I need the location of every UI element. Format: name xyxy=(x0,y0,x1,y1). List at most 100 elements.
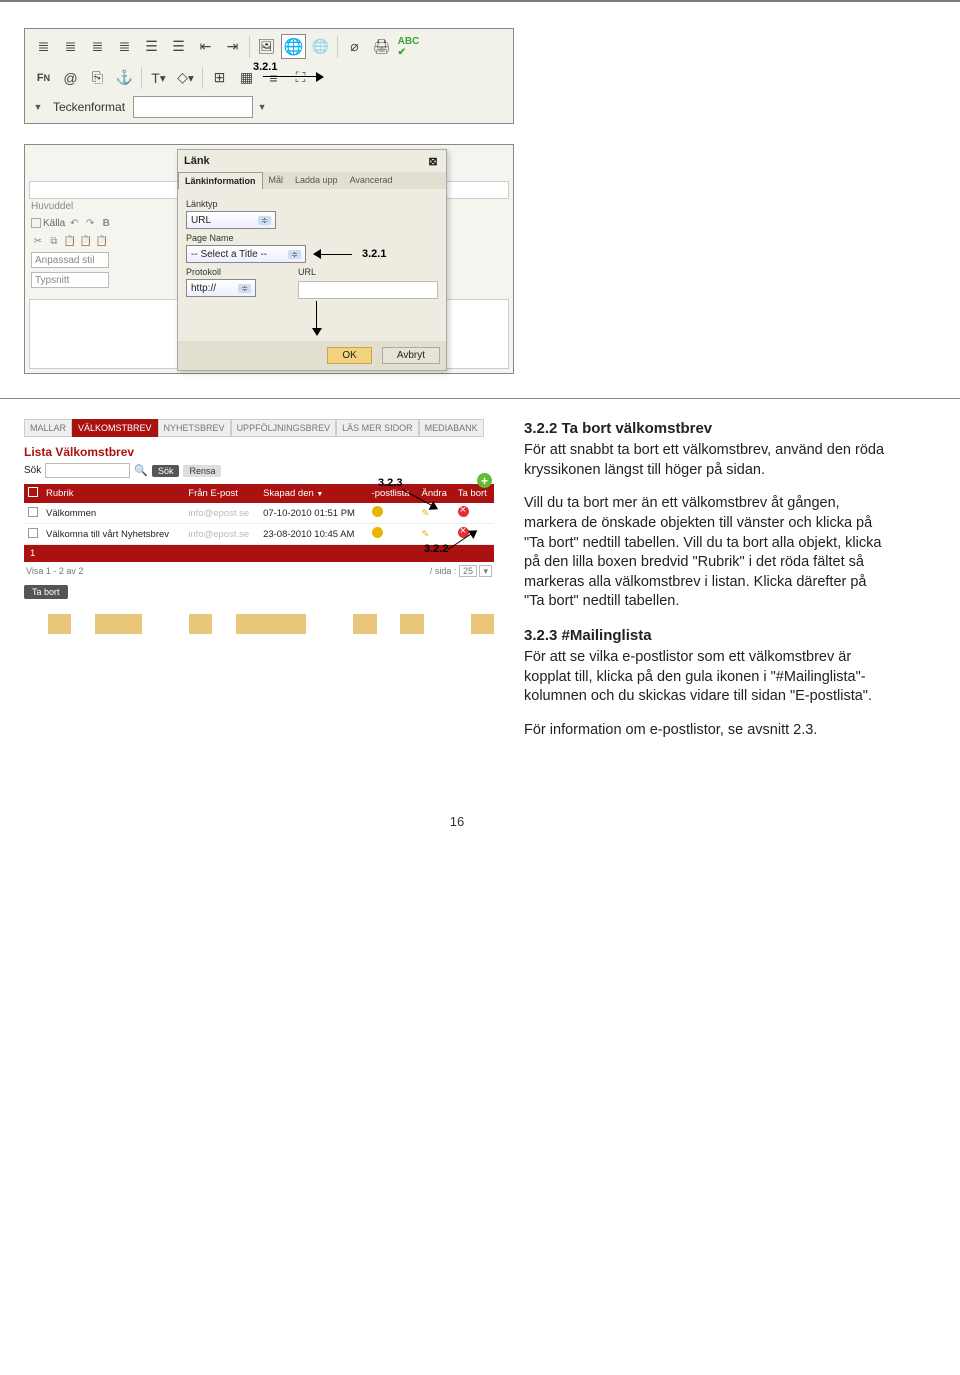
proto-label: Protokoll xyxy=(186,267,288,277)
mailinglist-icon[interactable] xyxy=(372,527,383,538)
para-322a: För att snabbt ta bort ett välkomstbrev,… xyxy=(524,441,890,480)
align-center-icon[interactable]: ≣ xyxy=(58,34,83,59)
bgcolor-icon[interactable]: ◇▾ xyxy=(173,65,198,90)
sok-button[interactable]: Sök xyxy=(152,465,180,477)
para-323b: För information om e-postlistor, se avsn… xyxy=(524,721,890,741)
dropdown-icon[interactable]: ▼ xyxy=(31,102,45,112)
linktype-label: Länktyp xyxy=(186,199,438,209)
annotation-322: 3.2.2 xyxy=(424,543,448,555)
sok-label: Sök xyxy=(24,465,41,476)
page-number: 16 xyxy=(24,814,890,829)
table-row: Välkommen info@epost.se 07-10-2010 01:51… xyxy=(24,503,494,524)
undo-icon[interactable]: ↶ xyxy=(67,216,81,230)
spellcheck-icon[interactable]: ABC✔ xyxy=(396,34,421,59)
tab-mediabank[interactable]: MEDIABANK xyxy=(419,419,484,437)
eraser-icon[interactable]: ⌀ xyxy=(342,34,367,59)
list-num-icon[interactable]: ≣ xyxy=(85,34,110,59)
chevron-down-icon: ≑ xyxy=(238,284,251,293)
tab-valkomstbrev[interactable]: VÄLKOMSTBREV xyxy=(72,419,158,437)
ok-button[interactable]: OK xyxy=(327,347,371,364)
paste-icon[interactable]: 📋 xyxy=(63,234,77,248)
add-button[interactable]: + xyxy=(477,473,492,488)
row-checkbox[interactable] xyxy=(28,507,38,517)
chevron-down-icon: ≑ xyxy=(288,250,301,259)
page-icon[interactable]: ⎘ xyxy=(85,65,110,90)
copy-icon[interactable]: ⧉ xyxy=(47,234,61,248)
unlink-icon[interactable]: 🌐 xyxy=(308,34,333,59)
cut-icon[interactable]: ✂ xyxy=(31,234,45,248)
textcolor-icon[interactable]: T▾ xyxy=(146,65,171,90)
dropdown2-icon[interactable]: ▼ xyxy=(255,102,269,112)
search-input[interactable] xyxy=(45,463,130,478)
row-checkbox[interactable] xyxy=(28,528,38,538)
link-icon[interactable]: 🌐 xyxy=(281,34,306,59)
nav-tabs: MALLAR VÄLKOMSTBREV NYHETSBREV UPPFÖLJNI… xyxy=(24,419,494,437)
cancel-button[interactable]: Avbryt xyxy=(382,347,440,364)
annotation-321: 3.2.1 xyxy=(253,61,277,73)
delete-icon[interactable] xyxy=(458,506,469,517)
page-select[interactable]: -- Select a Title --≑ xyxy=(186,245,306,263)
annotation-321b: 3.2.1 xyxy=(362,248,386,260)
tab-uppfolj[interactable]: UPPFÖLJNINGSBREV xyxy=(231,419,337,437)
url-label: URL xyxy=(298,267,438,277)
col-from: Från E-post xyxy=(184,484,259,503)
at-icon[interactable]: @ xyxy=(58,65,83,90)
chevron-down-icon: ≑ xyxy=(258,216,271,225)
anpassad-field[interactable] xyxy=(31,252,109,268)
tab-lankinfo[interactable]: Länkinformation xyxy=(178,172,263,189)
fn-icon[interactable]: FN xyxy=(31,65,56,90)
align-left-icon[interactable]: ≣ xyxy=(31,34,56,59)
cell-rubrik: Välkommen xyxy=(42,503,184,524)
tab-mallar[interactable]: MALLAR xyxy=(24,419,72,437)
cell-date: 23-08-2010 10:45 AM xyxy=(259,524,367,545)
tab-mal[interactable]: Mål xyxy=(263,172,290,189)
redo-icon[interactable]: ↷ xyxy=(83,216,97,230)
para-323a: För att se vilka e-postlistor som ett vä… xyxy=(524,648,890,707)
mailinglist-icon[interactable] xyxy=(372,506,383,517)
tab-avancerad[interactable]: Avancerad xyxy=(344,172,399,189)
annotation-323: 3.2.3 xyxy=(378,477,402,489)
tab-nyhetsbrev[interactable]: NYHETSBREV xyxy=(158,419,231,437)
teckenformat-select[interactable] xyxy=(133,96,253,118)
print-icon[interactable]: 🖨 xyxy=(369,34,394,59)
col-date: Skapad den ▼ xyxy=(259,484,367,503)
tab-lasmer[interactable]: LÄS MER SIDOR xyxy=(336,419,419,437)
edit-icon[interactable]: ✎ xyxy=(422,529,433,540)
linktype-select[interactable]: URL≑ xyxy=(186,211,276,229)
cell-from: info@epost.se xyxy=(184,524,259,545)
close-icon[interactable]: ⊠ xyxy=(426,154,440,168)
indent-icon[interactable]: ⇥ xyxy=(220,34,245,59)
cell-from: info@epost.se xyxy=(184,503,259,524)
teckenformat-label: Teckenformat xyxy=(47,100,131,114)
mosaic-decoration xyxy=(24,614,494,634)
visa-label: Visa 1 - 2 av 2 xyxy=(26,566,83,577)
checkbox-icon[interactable] xyxy=(31,218,41,228)
persida-label: / sida : xyxy=(430,566,457,576)
dialog-title: Länk xyxy=(184,155,210,167)
rensa-button[interactable]: Rensa xyxy=(183,465,221,477)
persida-drop[interactable]: ▾ xyxy=(479,565,492,577)
typsnitt-field[interactable] xyxy=(31,272,109,288)
kalla-label: Källa xyxy=(43,218,65,229)
image-icon[interactable]: 🖼 xyxy=(254,34,279,59)
list2-icon[interactable]: ☰ xyxy=(166,34,191,59)
list-bullet-icon[interactable]: ≣ xyxy=(112,34,137,59)
cell-date: 07-10-2010 01:51 PM xyxy=(259,503,367,524)
checkbox-all[interactable] xyxy=(28,487,38,497)
proto-select[interactable]: http://≑ xyxy=(186,279,256,297)
bold-icon[interactable]: B xyxy=(99,216,113,230)
col-rubrik: Rubrik xyxy=(42,484,184,503)
box-icon[interactable]: ⛶ xyxy=(288,65,313,90)
paste3-icon[interactable]: 📋 xyxy=(95,234,109,248)
paste2-icon[interactable]: 📋 xyxy=(79,234,93,248)
tabort-button[interactable]: Ta bort xyxy=(24,585,68,599)
page-label: Page Name xyxy=(186,233,438,243)
cell-rubrik: Välkomna till vårt Nyhetsbrev xyxy=(42,524,184,545)
outdent-icon[interactable]: ⇤ xyxy=(193,34,218,59)
table-icon[interactable]: ⊞ xyxy=(207,65,232,90)
anchor-icon[interactable]: ⚓ xyxy=(112,65,137,90)
list-icon[interactable]: ☰ xyxy=(139,34,164,59)
url-input[interactable] xyxy=(298,281,438,299)
persida-select[interactable]: 25 xyxy=(459,565,477,577)
tab-ladda[interactable]: Ladda upp xyxy=(289,172,344,189)
